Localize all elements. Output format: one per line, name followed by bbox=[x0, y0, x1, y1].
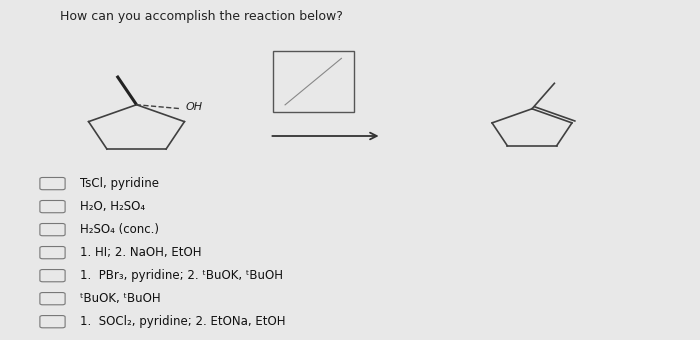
Text: 1.  PBr₃, pyridine; 2. ᵗBuOK, ᵗBuOH: 1. PBr₃, pyridine; 2. ᵗBuOK, ᵗBuOH bbox=[80, 269, 284, 282]
Text: TsCl, pyridine: TsCl, pyridine bbox=[80, 177, 160, 190]
Text: 1.  SOCl₂, pyridine; 2. EtONa, EtOH: 1. SOCl₂, pyridine; 2. EtONa, EtOH bbox=[80, 315, 286, 328]
Text: H₂SO₄ (conc.): H₂SO₄ (conc.) bbox=[80, 223, 160, 236]
Text: OH: OH bbox=[186, 102, 202, 112]
Text: How can you accomplish the reaction below?: How can you accomplish the reaction belo… bbox=[60, 10, 342, 23]
Bar bbox=[273, 51, 354, 112]
Text: H₂O, H₂SO₄: H₂O, H₂SO₄ bbox=[80, 200, 146, 213]
Text: ᵗBuOK, ᵗBuOH: ᵗBuOK, ᵗBuOH bbox=[80, 292, 161, 305]
Text: 1. HI; 2. NaOH, EtOH: 1. HI; 2. NaOH, EtOH bbox=[80, 246, 202, 259]
